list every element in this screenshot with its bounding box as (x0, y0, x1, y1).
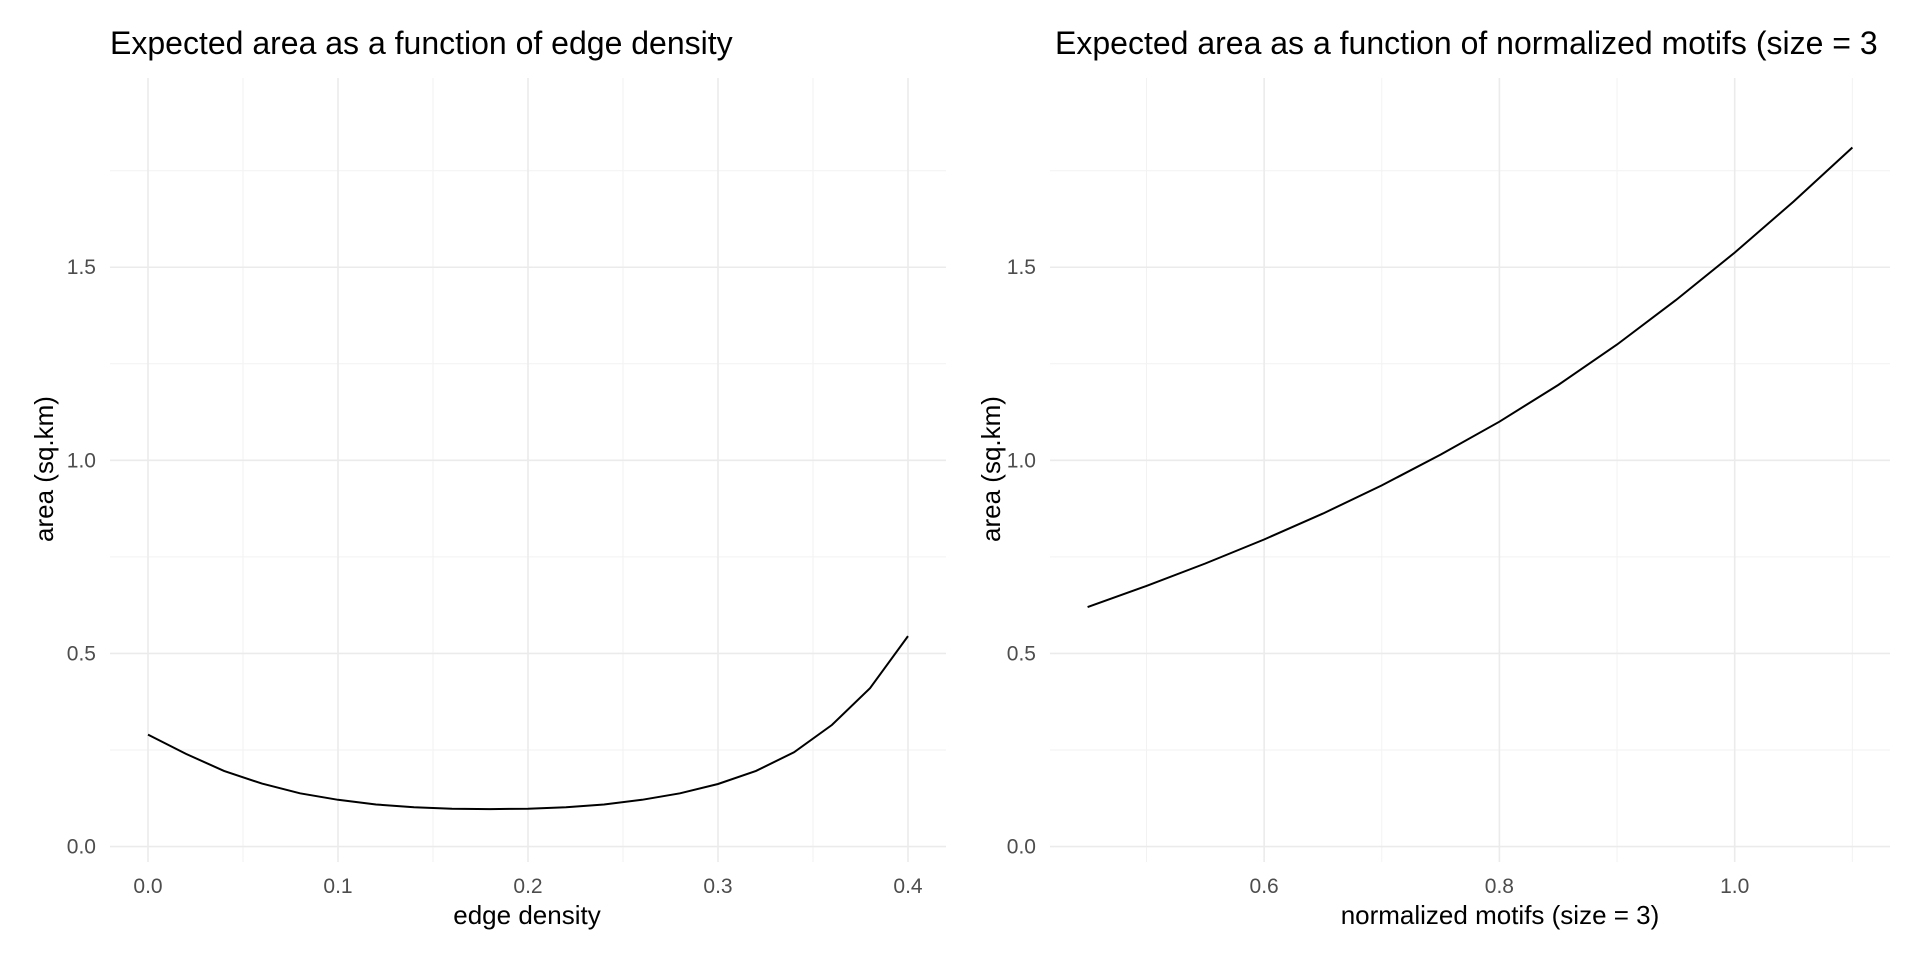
x-axis-title-edge-density: edge density (453, 900, 600, 930)
y-tick-label: 0.5 (1007, 642, 1036, 665)
x-tick-label: 0.0 (133, 875, 162, 898)
x-tick-label: 0.6 (1250, 875, 1279, 898)
y-tick-label: 1.0 (1007, 449, 1036, 472)
panel-normalized-motifs: Expected area as a function of normalize… (976, 25, 1890, 930)
series-line-edge-density (147, 635, 909, 811)
x-tick-label: 0.8 (1485, 875, 1514, 898)
tick-labels-normalized-motifs: 0.6 0.8 1.0 0.0 0.5 1.0 1.5 (1007, 256, 1750, 898)
series-line-normalized-motifs (1087, 146, 1854, 609)
x-tick-label: 0.2 (513, 875, 542, 898)
chart-title-edge-density: Expected area as a function of edge dens… (110, 25, 733, 61)
panel-edge-density: Expected area as a function of edge dens… (29, 25, 946, 930)
chart-title-normalized-motifs: Expected area as a function of normalize… (1055, 25, 1878, 61)
x-tick-label: 0.4 (893, 875, 923, 898)
y-tick-label: 1.5 (67, 256, 96, 279)
grid-edge-density (110, 78, 946, 862)
x-tick-label: 1.0 (1720, 875, 1749, 898)
x-tick-label: 0.3 (703, 875, 732, 898)
y-tick-label: 0.0 (1007, 836, 1036, 859)
y-axis-title-edge-density: area (sq.km) (29, 396, 59, 542)
y-tick-label: 1.0 (67, 449, 96, 472)
x-tick-label: 0.1 (323, 875, 352, 898)
x-axis-title-normalized-motifs: normalized motifs (size = 3) (1341, 900, 1660, 930)
y-axis-title-normalized-motifs: area (sq.km) (976, 396, 1006, 542)
y-tick-label: 1.5 (1007, 256, 1036, 279)
grid-normalized-motifs (1050, 78, 1890, 862)
y-tick-label: 0.5 (67, 642, 96, 665)
y-tick-label: 0.0 (67, 836, 96, 859)
tick-labels-edge-density: 0.0 0.1 0.2 0.3 0.4 0.0 0.5 1.0 1.5 (67, 256, 923, 898)
